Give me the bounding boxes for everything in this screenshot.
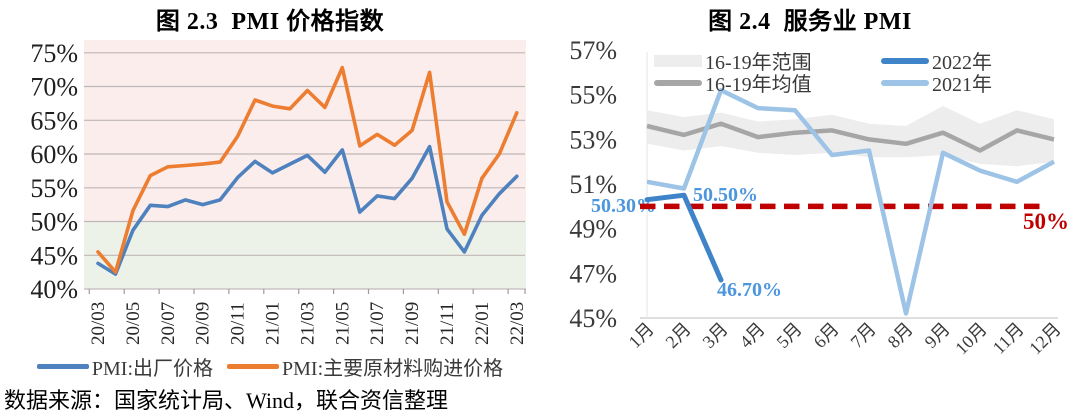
y-axis-label: 51% (569, 170, 617, 199)
y-axis-label: 57% (569, 36, 617, 65)
plot-bg-above-50 (84, 40, 526, 222)
y-axis-label: 70% (30, 73, 78, 102)
y-axis-label: 55% (30, 174, 78, 203)
y-axis-label: 40% (30, 275, 78, 304)
x-axis-label: 4月 (736, 319, 769, 352)
x-axis-label: 21/11 (437, 302, 458, 345)
legend-label-2021: 2021年 (932, 74, 992, 96)
legend-label-mean-16-19: 16-19年均值 (705, 74, 812, 96)
annotation-ref-50: 50% (1023, 209, 1069, 234)
legend-label-factory-price: PMI:出厂价格 (91, 358, 213, 380)
x-axis-label: 21/05 (332, 302, 353, 345)
y-axis-label: 45% (569, 304, 617, 333)
legend-swatch-factory-price (36, 364, 89, 369)
annotation-jan-2022: 50.30% (591, 195, 656, 217)
legend-swatch-2021 (881, 79, 929, 86)
legend-item-range-16-19: 16-19年范围 (654, 46, 812, 75)
series-line-raw-material-price (96, 65, 519, 274)
series-line-factory-price (96, 144, 519, 276)
x-axis-label: 10月 (951, 319, 991, 359)
x-axis-label: 2月 (662, 319, 695, 352)
right-chart-title: 图 2.4 服务业 PMI (708, 9, 912, 35)
x-axis-label: 20/11 (228, 302, 249, 345)
y-axis-label: 50% (30, 208, 78, 237)
x-axis-label: 20/07 (158, 302, 179, 345)
x-axis-label: 21/03 (297, 302, 318, 345)
line-2022 (644, 192, 724, 283)
services-pmi-chart-panel: 图 2.4 服务业 PMI 57% 55% 53% 51% 49% 47% 45% 50.30… (540, 0, 1080, 420)
left-chart-title: 图 2.3 PMI 价格指数 (155, 9, 385, 35)
x-axis-label: 7月 (847, 319, 880, 352)
x-axis-label: 22/01 (472, 302, 493, 345)
x-axis-label: 20/05 (123, 302, 144, 345)
x-axis-label: 6月 (810, 319, 843, 352)
y-axis-label: 65% (30, 106, 78, 135)
x-axis-label: 11月 (989, 319, 1028, 358)
y-axis-label: 53% (569, 125, 617, 154)
x-axis-label: 20/03 (88, 302, 109, 345)
y-axis-label: 55% (569, 81, 617, 110)
legend-item-factory-price: PMI:出厂价格 (36, 352, 213, 381)
source-note: 数据来源：国家统计局、Wind，联合资信整理 (4, 388, 448, 413)
legend-swatch-range-16-19 (654, 54, 702, 67)
legend-swatch-2022 (881, 57, 929, 64)
x-axis-label: 21/09 (402, 302, 423, 345)
legend-label-range-16-19: 16-19年范围 (705, 52, 812, 74)
annotation-mar-2022: 46.70% (717, 279, 782, 301)
legend-item-raw-material-price: PMI:主要原材料购进价格 (227, 352, 503, 381)
line-16-19-mean (646, 121, 1055, 153)
line-2021 (646, 87, 1056, 316)
y-axis-label: 49% (569, 215, 617, 244)
x-axis-label: 1月 (625, 319, 658, 352)
legend-label-raw-material-price: PMI:主要原材料购进价格 (282, 358, 504, 380)
x-axis-label: 3月 (699, 319, 732, 352)
y-axis-label: 75% (30, 39, 78, 68)
y-axis-label: 45% (30, 241, 78, 270)
legend-swatch-mean-16-19 (654, 79, 702, 86)
x-axis-label: 20/09 (193, 302, 214, 345)
legend-item-mean-16-19: 16-19年均值 (654, 68, 812, 97)
x-axis-label: 21/07 (367, 302, 388, 345)
x-axis-label: 12月 (1025, 319, 1065, 359)
x-axis-label: 8月 (884, 319, 917, 352)
legend-item-2021: 2021年 (881, 68, 992, 97)
x-axis-label: 21/01 (263, 302, 284, 345)
annotation-feb-2022: 50.50% (693, 184, 758, 206)
legend-label-2022: 2022年 (932, 52, 992, 74)
legend-item-2022: 2022年 (881, 46, 992, 75)
pmi-price-chart-panel: 图 2.3 PMI 价格指数 75% 70% 65% 60% 55% 50% 45% 40% 2… (0, 9, 540, 381)
y-axis-label: 60% (30, 140, 78, 169)
left-chart-legend: PMI:出厂价格 PMI:主要原材料购进价格 (0, 352, 540, 381)
services-pmi-chart: 57% 55% 53% 51% 49% 47% 45% 50.30% 50.50% 46.70% 5… (569, 36, 1069, 359)
legend-swatch-raw-material-price (227, 364, 279, 369)
y-axis-label: 47% (569, 259, 617, 288)
x-axis-label: 9月 (921, 319, 954, 352)
pmi-price-chart: 75% 70% 65% 60% 55% 50% 45% 40% 20/03 20/05 20/07 2… (30, 39, 528, 345)
x-axis-label: 22/03 (507, 302, 528, 345)
x-axis-label: 5月 (773, 319, 806, 352)
